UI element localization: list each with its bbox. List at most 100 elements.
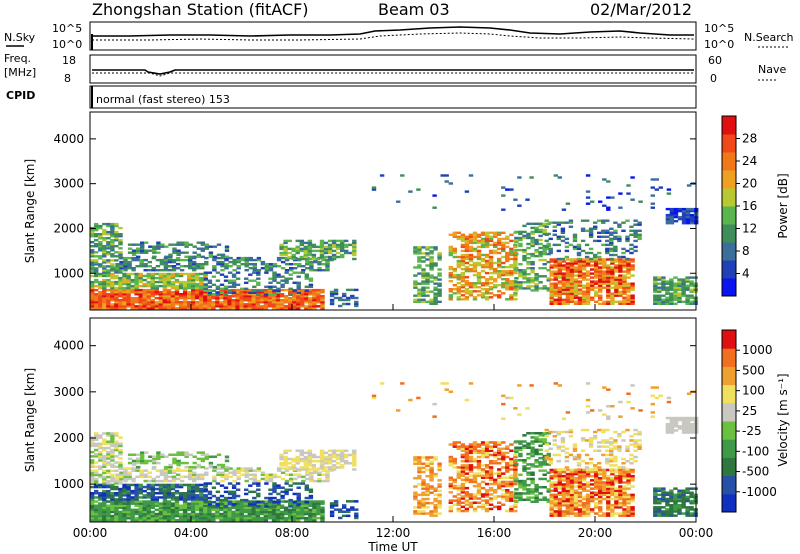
velocity-cell: [162, 502, 168, 505]
power-cell: [207, 301, 212, 304]
power-cell: [472, 284, 478, 287]
velocity-cell: [509, 457, 514, 461]
power-cell: [505, 188, 510, 191]
power-cell: [174, 286, 180, 290]
velocity-cell: [239, 514, 244, 518]
velocity-cell: [505, 491, 510, 494]
velocity-cell: [299, 468, 304, 471]
power-cell: [501, 241, 506, 245]
velocity-cell: [220, 471, 225, 474]
velocity-cell: [118, 510, 123, 514]
velocity-cell: [195, 483, 200, 487]
velocity-cell: [255, 510, 260, 514]
velocity-cell: [472, 474, 478, 477]
velocity-cell: [553, 501, 558, 505]
power-cell: [689, 276, 694, 279]
power-cell: [102, 267, 107, 270]
velocity-cell: [437, 468, 442, 472]
power-cell: [534, 287, 539, 290]
power-cell: [685, 286, 690, 289]
velocity-cell: [340, 457, 345, 461]
velocity-cell: [272, 501, 277, 504]
power-cell: [90, 233, 95, 236]
power-cell: [460, 259, 466, 263]
velocity-cell: [267, 508, 273, 512]
velocity-cell: [231, 514, 236, 518]
velocity-cell: [421, 462, 426, 465]
power-cell: [538, 224, 543, 228]
velocity-cell: [327, 466, 333, 469]
velocity-cell: [433, 514, 438, 517]
velocity-cell: [557, 499, 562, 503]
velocity-cell: [90, 504, 95, 507]
velocity-cell: [464, 445, 470, 448]
velocity-cell: [228, 475, 233, 479]
power-cell: [114, 271, 119, 274]
power-cell: [618, 292, 623, 295]
velocity-cell: [448, 455, 453, 459]
velocity-cell: [130, 500, 135, 503]
power-cell: [437, 256, 442, 259]
power-cell: [158, 297, 164, 300]
velocity-cell: [102, 498, 107, 501]
power-cell: [452, 276, 457, 279]
velocity-cell: [425, 497, 430, 501]
power-cell: [344, 239, 349, 243]
velocity-cell: [106, 442, 111, 446]
velocity-cell: [134, 487, 139, 491]
power-cell: [530, 252, 535, 256]
velocity-cell: [199, 494, 204, 497]
velocity-cell: [429, 462, 434, 465]
velocity-cell: [182, 496, 188, 499]
power-cell: [669, 211, 675, 215]
power-cell: [557, 274, 562, 277]
power-cell: [219, 273, 225, 276]
power-cell: [170, 284, 176, 288]
velocity-cell: [352, 451, 357, 455]
power-cell: [163, 269, 169, 272]
power-cell: [509, 251, 514, 255]
power-cell: [602, 278, 607, 281]
velocity-cell: [166, 510, 172, 514]
power-cell: [247, 293, 252, 296]
velocity-cell: [211, 501, 217, 504]
velocity-cell: [146, 506, 151, 509]
velocity-cell: [224, 477, 229, 481]
velocity-cell: [102, 463, 107, 466]
power-cell: [320, 303, 325, 306]
power-cell: [585, 296, 591, 299]
velocity-cell: [235, 504, 240, 507]
power-cell: [501, 247, 506, 251]
power-cell: [180, 241, 185, 244]
velocity-cell: [168, 463, 173, 467]
velocity-cell: [126, 487, 131, 491]
velocity-cell: [288, 516, 293, 520]
velocity-cell: [505, 468, 510, 471]
velocity-cell: [158, 514, 164, 518]
power-cell: [333, 292, 339, 296]
power-cell: [530, 285, 535, 288]
velocity-cell: [176, 459, 181, 463]
velocity-cell: [437, 489, 442, 492]
velocity-cell: [126, 516, 131, 520]
velocity-cell: [472, 449, 478, 452]
power-cell: [622, 300, 627, 303]
velocity-cell: [312, 500, 317, 503]
power-cell: [122, 305, 127, 308]
power-cell: [279, 245, 284, 249]
velocity-cell: [352, 449, 357, 452]
power-cell: [581, 260, 587, 263]
power-cell: [637, 223, 642, 226]
power-cell: [192, 263, 197, 266]
power-cell: [421, 270, 426, 273]
velocity-cell: [94, 461, 99, 464]
velocity-cell: [110, 502, 115, 505]
power-cell: [530, 277, 535, 280]
velocity-cell: [452, 499, 457, 502]
velocity-cell: [110, 442, 115, 446]
power-cell: [144, 251, 149, 254]
velocity-cell: [484, 482, 490, 486]
power-colorbar-swatch: [722, 116, 736, 135]
velocity-cell: [546, 479, 551, 483]
velocity-cell: [163, 467, 169, 470]
